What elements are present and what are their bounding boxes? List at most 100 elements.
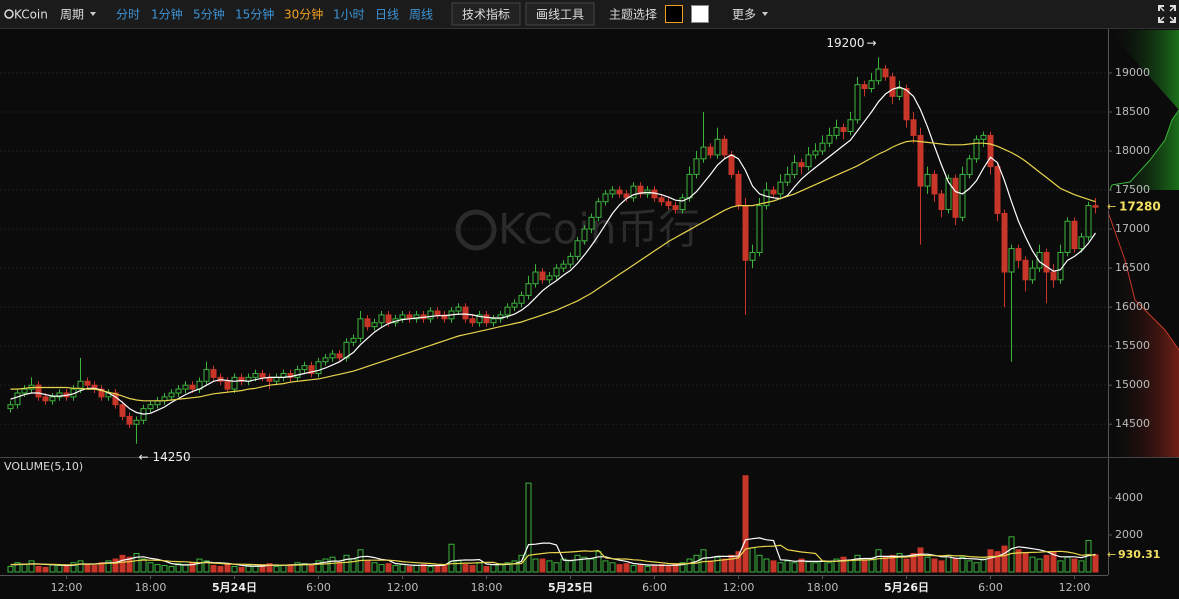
interval[interactable]: 5分钟 [193,7,225,22]
candle-body [1078,236,1085,250]
volume-bar [728,554,735,573]
volume-bar [679,562,686,573]
candle-body [49,396,56,402]
fullscreen-icon[interactable] [1158,5,1176,23]
volume-bar [735,551,742,573]
volume-bar [105,560,112,573]
candle-body [35,384,42,398]
candle-body [602,193,609,203]
volume-bar [420,564,427,573]
candle-body [175,388,182,394]
button[interactable]: 技术指标 [462,7,510,22]
candle-body [238,376,245,382]
interval[interactable]: 1分钟 [151,7,183,22]
volume-bar [483,565,490,573]
volume-bar [140,558,147,573]
candle-body [1036,251,1043,269]
volume-bar [826,562,833,573]
interval[interactable]: 周线 [409,8,433,22]
more[interactable]: 更多 [732,8,756,22]
volume-bar [504,562,511,573]
interval[interactable]: 30分钟 [284,7,323,22]
x-tick-label: 12:00 [387,581,419,594]
candle-body [574,240,581,257]
candle-body [889,76,896,97]
volume-bar [434,565,441,573]
volume-bar [987,549,994,573]
y-tick-label: 15500 [1115,339,1150,352]
candle-body [322,357,329,363]
volume-bar [1029,556,1036,573]
interval[interactable]: 日线 [375,8,399,22]
candle-body [756,205,763,253]
interval[interactable]: 15分钟 [235,7,274,22]
volume-bar [896,552,903,573]
candle-body [924,173,931,187]
candle-body [784,173,791,183]
volume-bar [777,562,784,573]
x-tick-label: 6:00 [642,581,667,594]
volume-bar [1092,554,1099,573]
y-tick-label: 17000 [1115,222,1150,235]
candle-body [735,173,742,207]
fullscreen[interactable] [1158,5,1176,23]
y-tick-label: 18500 [1115,105,1150,118]
volume-bar [539,558,546,573]
button[interactable]: 画线工具 [536,8,584,22]
volume-bar [14,562,21,573]
candle-body [525,283,532,296]
candle-body [182,384,189,390]
volume-bar [980,558,987,573]
ask-depth-line [1107,211,1179,351]
candle-body [959,173,966,218]
volume-bar [203,560,210,573]
volume-bar [847,559,854,573]
bid-depth-line [1109,109,1179,191]
volume-bar [784,560,791,573]
x-tick-label: 12:00 [723,581,755,594]
volume-bar [581,556,588,573]
volume-bar [161,565,168,573]
candle-body [854,84,861,121]
candle-body [189,384,196,390]
volume-bar [798,558,805,573]
candle-body [511,302,518,308]
volume-bar [882,556,889,573]
theme-light[interactable] [691,5,709,23]
x-tick-label: 18:00 [471,581,503,594]
candle-body [357,318,364,339]
arrow: → [867,36,877,50]
volume-bar [560,558,567,573]
volume-bar [644,565,651,573]
volume-bar [182,564,189,573]
volume-bar [490,564,497,573]
volume-bar [938,560,945,573]
y-tick-label: 17500 [1115,183,1150,196]
volume-bar [756,554,763,573]
button-bg[interactable] [451,2,521,26]
button-bg[interactable] [525,2,595,26]
interval[interactable]: 分时 [116,8,140,22]
candle-body [434,310,441,316]
candle-body [896,88,903,97]
candle-body [7,404,14,410]
volume-bar [861,560,868,573]
candle-body [1092,205,1099,208]
volume-bar [1022,552,1029,573]
candle-body [126,415,133,425]
candle-body [686,173,693,199]
volume-bar [1078,560,1085,573]
volume-bar [966,560,973,573]
volume-bar [931,558,938,573]
candle-body [21,388,28,394]
theme-dark[interactable] [665,5,683,23]
fullscreen-icon[interactable] [1159,6,1175,22]
volume-bar [427,565,434,573]
candle-body [147,404,154,410]
dropdown-arrow [762,12,768,16]
ask-depth [1108,212,1179,457]
interval[interactable]: 1小时 [333,8,365,22]
period[interactable]: 周期 [60,8,84,22]
candle-body [861,84,868,90]
candle-body [882,68,889,78]
